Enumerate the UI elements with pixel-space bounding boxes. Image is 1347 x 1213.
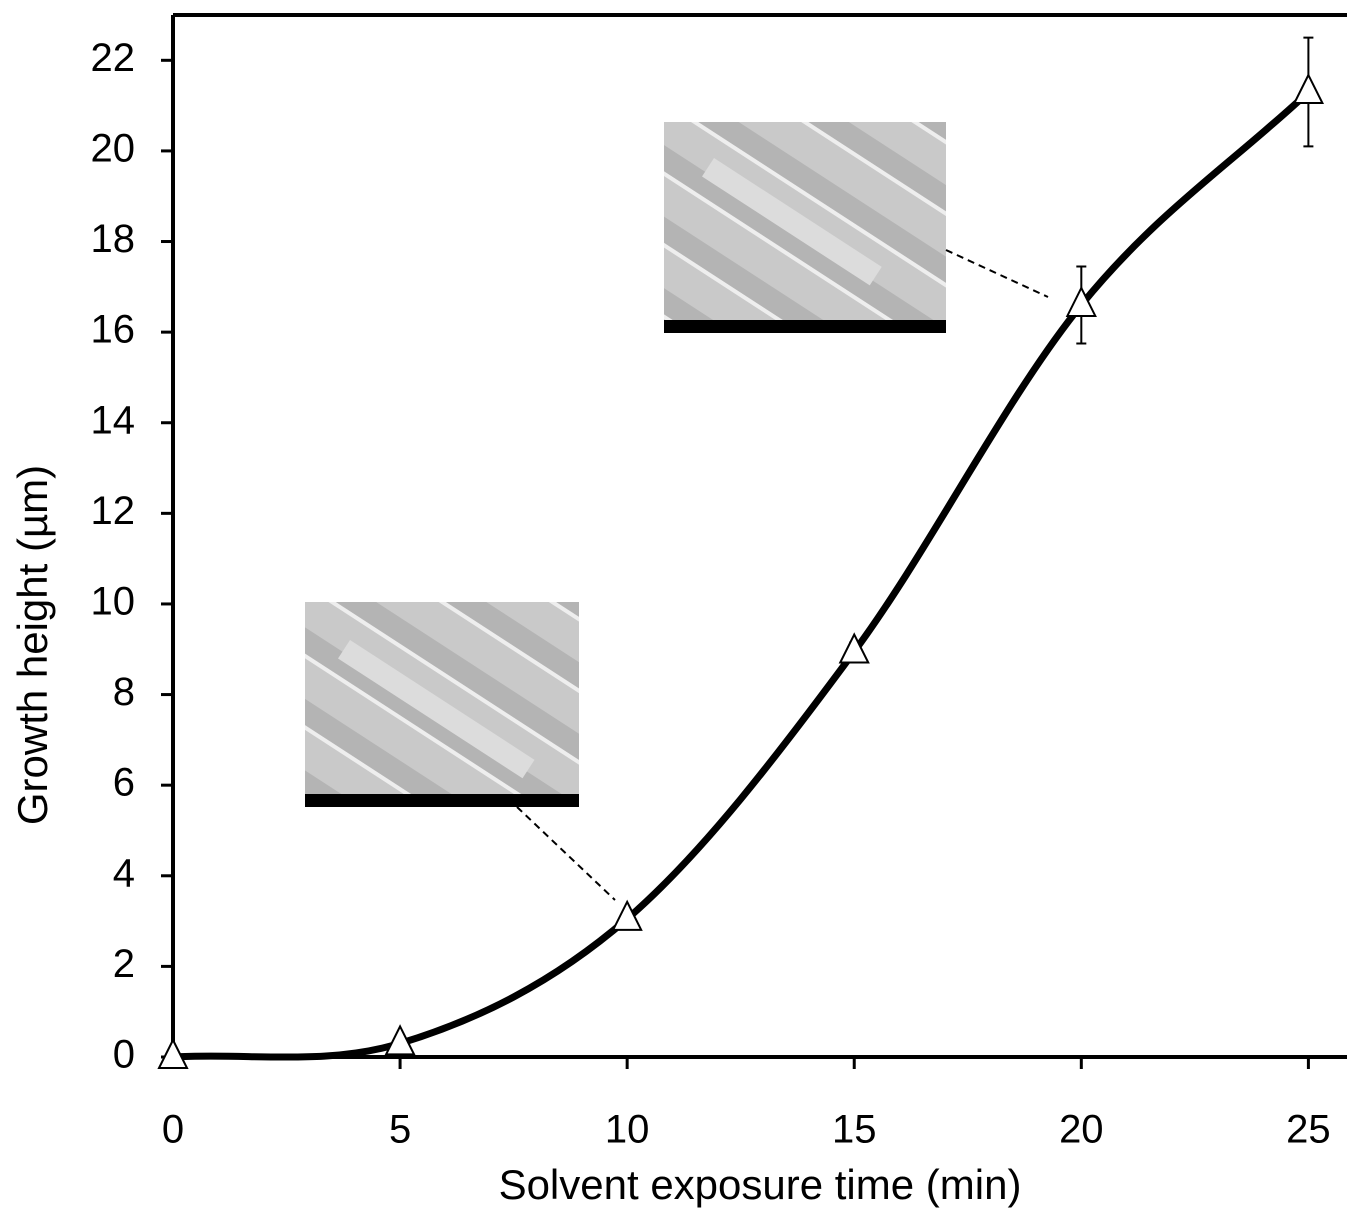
y-tick-label: 16 — [91, 308, 136, 352]
x-tick-label: 20 — [1059, 1108, 1104, 1152]
y-tick-label: 4 — [113, 851, 135, 895]
data-point — [384, 1024, 416, 1056]
y-tick-label: 10 — [91, 580, 136, 624]
y-tick-label: 18 — [91, 217, 136, 261]
x-tick-label: 5 — [389, 1108, 411, 1152]
y-tick-label: 2 — [113, 942, 135, 986]
data-point — [611, 899, 643, 931]
inset-image — [664, 122, 946, 333]
y-tick-label: 22 — [91, 36, 136, 80]
x-axis-label: Solvent exposure time (min) — [499, 1161, 1022, 1208]
data-point — [838, 632, 870, 664]
x-tick-label: 10 — [605, 1108, 650, 1152]
x-tick-label: 25 — [1286, 1108, 1331, 1152]
data-point — [1065, 285, 1097, 317]
y-tick-label: 14 — [91, 398, 136, 442]
y-tick-label: 20 — [91, 126, 136, 170]
x-tick-label: 0 — [162, 1108, 184, 1152]
data-point — [1292, 72, 1325, 105]
y-tick-label: 8 — [113, 670, 135, 714]
inset-image — [305, 602, 579, 807]
y-tick-label: 0 — [113, 1033, 135, 1077]
connector — [945, 249, 1049, 298]
y-axis-label: Growth height (µm) — [9, 465, 56, 825]
connector — [516, 806, 616, 901]
y-tick-label: 12 — [91, 489, 136, 533]
x-tick-label: 15 — [832, 1108, 877, 1152]
y-tick-label: 6 — [113, 761, 135, 805]
data-point — [157, 1037, 189, 1069]
